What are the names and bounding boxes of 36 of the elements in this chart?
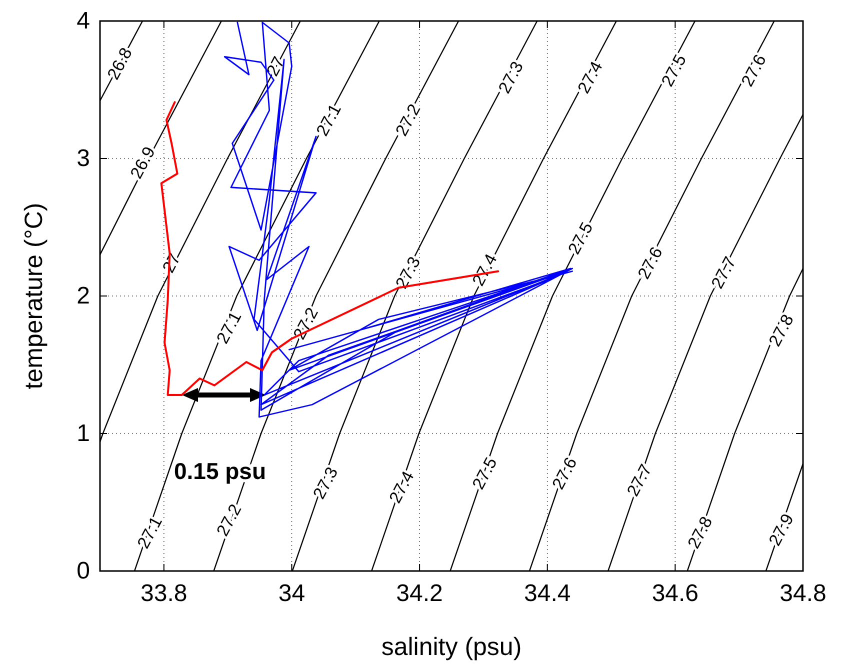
y-tick-label: 2 <box>76 282 90 310</box>
annotation: 27.7 <box>708 254 740 292</box>
annotation: 27.4 <box>574 58 606 96</box>
y-tick-label: 1 <box>76 420 90 447</box>
annotation: 27.2 <box>392 100 424 140</box>
annotation: 27.8 <box>684 513 716 552</box>
x-tick-label: 34 <box>278 580 306 607</box>
annotation: 26.8 <box>104 44 136 83</box>
annotation: 27.5 <box>564 219 597 258</box>
annotation: 27.9 <box>765 510 798 549</box>
y-axis-title: temperature (°C) <box>20 202 48 390</box>
y-tick-label: 0 <box>76 558 90 584</box>
annotation: 27.8 <box>765 311 798 350</box>
x-tick-label: 34.4 <box>524 580 571 607</box>
x-axis-title: salinity (psu) <box>381 633 522 661</box>
y-tick-label: 4 <box>76 8 90 34</box>
annotation: 27.5 <box>658 51 690 90</box>
annotation: 27.7 <box>623 461 656 500</box>
annotation: 27.5 <box>468 454 501 492</box>
annotation: 26.9 <box>126 144 159 182</box>
y-tick-label: 3 <box>76 145 90 172</box>
annotation: 27.3 <box>494 58 528 96</box>
annotation: 27.6 <box>548 454 581 492</box>
x-tick-label: 33.8 <box>140 580 188 607</box>
annotation: 27.2 <box>212 501 246 540</box>
annotation: 27.1 <box>312 100 345 140</box>
x-tick-label: 34.6 <box>652 580 699 607</box>
annotation: 27.1 <box>212 308 246 347</box>
x-tick-label: 34.2 <box>396 580 443 607</box>
annotation: 27.6 <box>634 244 666 282</box>
annotation: 27.1 <box>134 513 166 552</box>
x-tick-label: 34.8 <box>780 580 826 607</box>
annotation: 27.3 <box>309 464 342 502</box>
annotation: 27.2 <box>290 304 322 343</box>
annotation: 27 <box>262 54 289 80</box>
annotation: 27.4 <box>385 468 418 506</box>
